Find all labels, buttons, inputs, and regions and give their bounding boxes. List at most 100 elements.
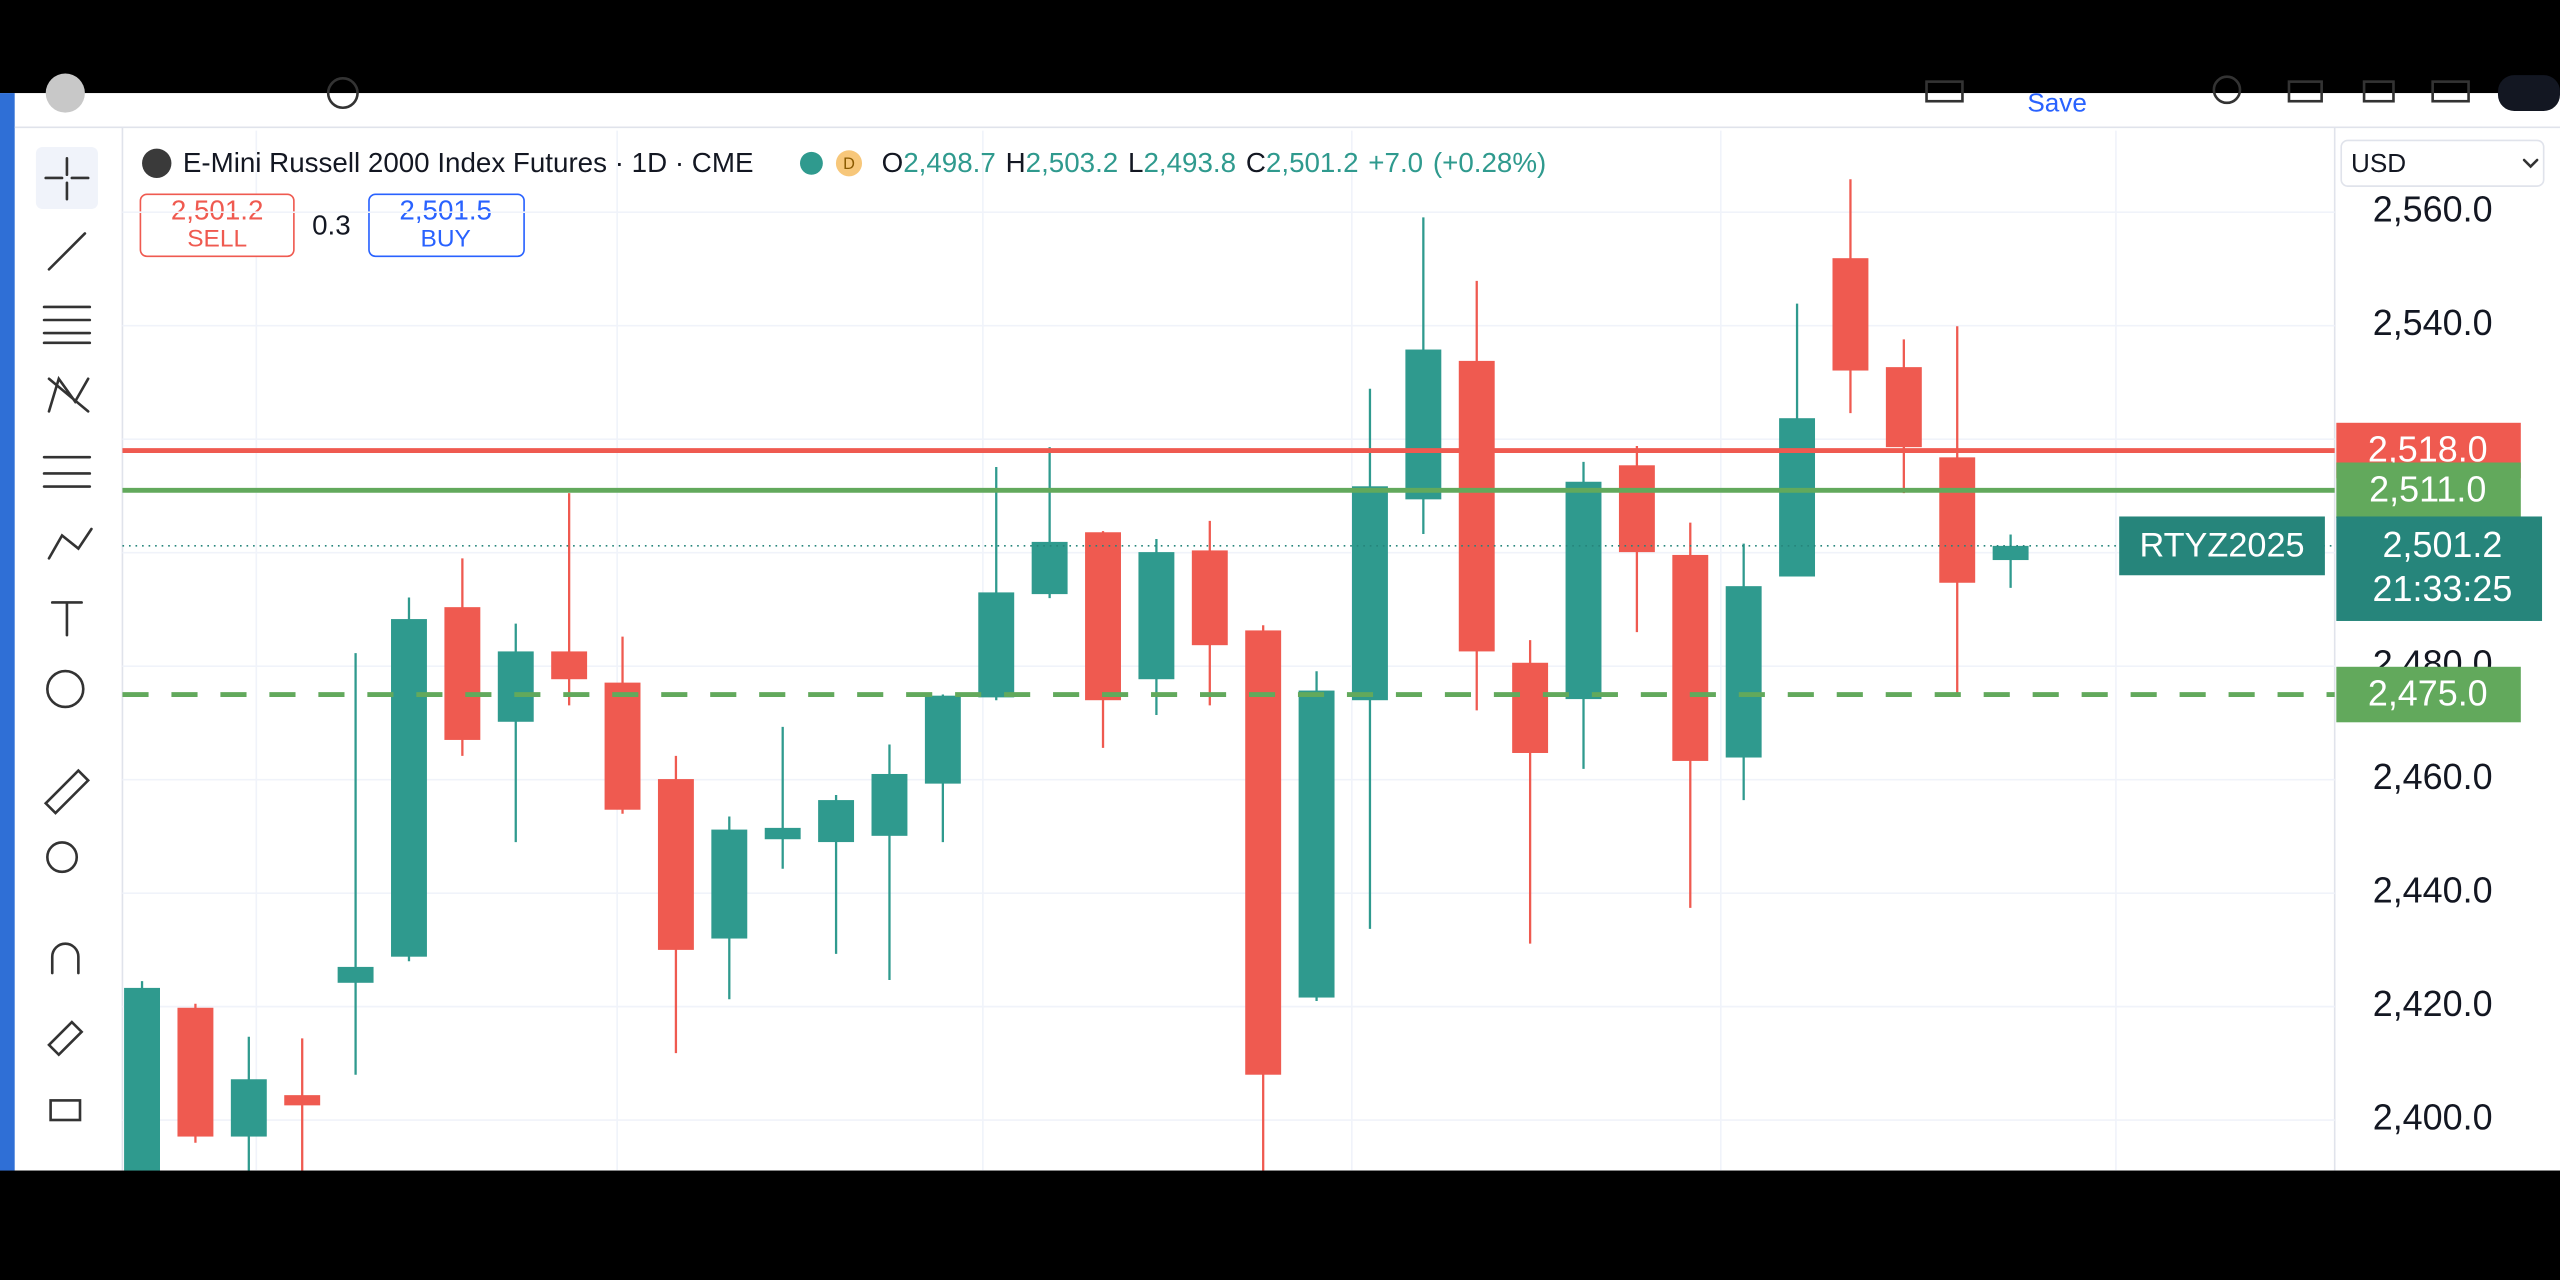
avatar[interactable] — [45, 73, 85, 113]
candle-body — [871, 773, 908, 836]
sell-price: 2,501.2 — [171, 195, 264, 226]
candle-body — [657, 779, 694, 950]
candle-body — [497, 651, 534, 722]
candle-body — [711, 829, 748, 939]
save-button[interactable]: Save — [2027, 87, 2087, 117]
candle-body — [1992, 545, 2029, 561]
legend-key: H — [1006, 147, 1026, 178]
currency-select[interactable] — [2340, 139, 2545, 187]
candle-body — [1298, 690, 1335, 998]
candle-body — [1779, 418, 1816, 577]
candle-body — [1031, 541, 1068, 595]
legend-change: +7.0 — [1368, 147, 1423, 178]
tool-active-bg — [35, 146, 98, 209]
candle-body — [1565, 481, 1602, 700]
toolbar-icon[interactable] — [2362, 80, 2395, 103]
lock-tool[interactable] — [49, 1099, 82, 1122]
bottom-band — [0, 1170, 2560, 1280]
legend-key: L — [1128, 147, 1143, 178]
candle-body — [1352, 486, 1388, 701]
sell-button[interactable] — [139, 193, 295, 258]
ohlc-legend: O2,498.7 H2,503.2 L2,493.8 C2,501.2 +7.0 (+0.… — [882, 147, 1547, 178]
y-tick-label: 2,420.0 — [2373, 983, 2493, 1024]
candle-body — [551, 651, 588, 680]
symbol-tag — [2119, 516, 2325, 576]
candle-body — [1672, 554, 1709, 761]
candle-body — [1405, 349, 1442, 500]
level-label: 2,475.0 — [2368, 673, 2488, 714]
magnet-tool[interactable] — [50, 942, 80, 975]
emoji-tool[interactable] — [46, 669, 85, 709]
toolbar-button[interactable] — [2497, 75, 2560, 112]
trendline-tool[interactable] — [47, 232, 87, 271]
candle-body — [1618, 465, 1655, 553]
candle-body — [391, 619, 427, 957]
brush-tool[interactable] — [47, 527, 93, 560]
candles — [124, 179, 2029, 1171]
pattern-tool[interactable] — [47, 375, 90, 413]
candle-body — [1458, 360, 1495, 652]
toolbar-icon[interactable] — [1925, 80, 1964, 103]
candle-body — [124, 987, 160, 1171]
legend-key: O — [882, 147, 904, 178]
buy-label: BUY — [421, 225, 471, 252]
top-toolbar-icons — [45, 73, 2560, 113]
candle-body — [230, 1079, 267, 1137]
search-icon[interactable] — [2212, 75, 2242, 105]
symbol-title[interactable]: E-Mini Russell 2000 Index Futures · 1D ·… — [183, 147, 754, 178]
y-tick-label: 2,440.0 — [2373, 870, 2493, 911]
ruler-tool[interactable] — [43, 768, 91, 815]
delay-badge — [835, 150, 863, 177]
market-status — [800, 151, 823, 175]
toolbar-icon[interactable] — [2431, 80, 2470, 103]
candle-body — [444, 607, 481, 740]
candle-body — [1832, 258, 1869, 371]
level-label-box — [2336, 666, 2521, 723]
symbol-tag-text: RTYZ2025 — [2140, 527, 2305, 565]
buy-price: 2,501.5 — [399, 195, 492, 226]
forecast-tool[interactable] — [42, 455, 92, 488]
countdown: 21:33:25 — [2373, 568, 2513, 609]
left-edge — [0, 93, 15, 1171]
candle-body — [1512, 662, 1549, 753]
text-tool[interactable] — [50, 601, 83, 637]
fib-tool[interactable] — [42, 305, 92, 345]
candle-body — [1725, 586, 1762, 758]
candle-body — [1138, 552, 1175, 680]
candle-body — [1245, 630, 1282, 1075]
y-tick-label: 2,400.0 — [2373, 1097, 2493, 1138]
crosshair-tool[interactable] — [44, 157, 90, 201]
spread: 0.3 — [312, 209, 351, 240]
legend-value: 2,503.2 — [1026, 147, 1119, 178]
lock-draw-tool[interactable] — [47, 1020, 84, 1057]
level-label: 2,511.0 — [2369, 468, 2486, 509]
y-tick-label: 2,540.0 — [2373, 302, 2493, 343]
candle-body — [337, 966, 374, 983]
last-price-box — [2336, 516, 2543, 621]
candle-body — [177, 1007, 214, 1137]
vertical-grid — [255, 130, 2117, 1171]
legend-value: 2,501.2 — [1266, 147, 1359, 178]
candle-body — [924, 695, 961, 784]
y-tick-label: 2,560.0 — [2373, 189, 2493, 230]
candle-body — [284, 1095, 321, 1106]
zoom-tool[interactable] — [46, 841, 79, 874]
delay-letter: D — [843, 155, 855, 173]
symbol-logo — [142, 148, 172, 178]
dropdown-arrow — [2522, 158, 2539, 169]
legend-value: 2,493.8 — [1143, 147, 1236, 178]
sell-label: SELL — [187, 225, 247, 252]
legend-value: 2,498.7 — [903, 147, 996, 178]
candle-body — [978, 592, 1015, 698]
candle-body — [764, 827, 801, 840]
drawing-toolbar — [35, 146, 98, 1122]
legend-key: C — [1246, 147, 1266, 178]
toolbar-icon[interactable] — [326, 77, 359, 110]
candle-body — [1191, 550, 1228, 646]
buy-button[interactable] — [368, 193, 525, 258]
toolbar-icon[interactable] — [2287, 80, 2323, 103]
last-price: 2,501.2 — [2383, 524, 2503, 565]
currency[interactable]: USD — [2351, 148, 2406, 178]
